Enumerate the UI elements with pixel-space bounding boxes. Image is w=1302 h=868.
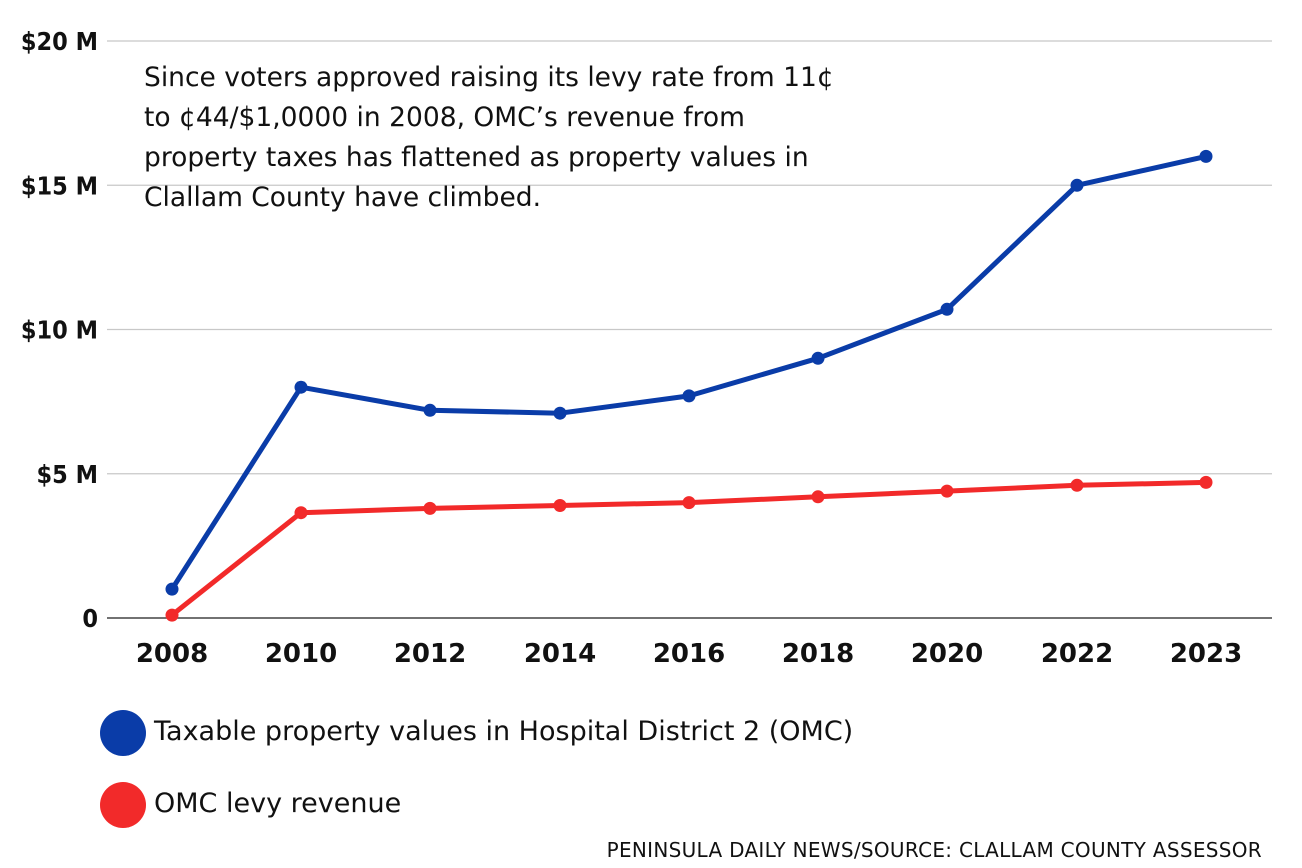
- series-lines: [169, 153, 1209, 618]
- x-tick-label: 2012: [394, 639, 466, 669]
- y-tick-label: $20 M: [21, 27, 98, 56]
- data-point-property-values: [294, 380, 308, 394]
- x-tick-label: 2023: [1170, 639, 1242, 669]
- data-point-property-values: [423, 403, 437, 417]
- annotation-line: property taxes has flattened as property…: [144, 142, 809, 173]
- data-point-property-values: [1070, 178, 1084, 192]
- data-point-levy-revenue: [294, 506, 308, 520]
- annotation-line: Clallam County have climbed.: [144, 182, 542, 213]
- data-point-levy-revenue: [940, 484, 954, 498]
- data-point-levy-revenue: [811, 490, 825, 504]
- source-credit: PENINSULA DAILY NEWS/SOURCE: CLALLAM COU…: [606, 838, 1262, 862]
- y-tick-label: $5 M: [36, 460, 98, 489]
- x-tick-label: 2008: [136, 639, 208, 669]
- legend-label-property-values: Taxable property values in Hospital Dist…: [154, 716, 854, 747]
- data-point-levy-revenue: [1199, 475, 1213, 489]
- x-tick-label: 2020: [911, 639, 983, 669]
- x-tick-label: 2010: [265, 639, 337, 669]
- data-point-property-values: [811, 351, 825, 365]
- data-point-levy-revenue: [682, 496, 696, 510]
- series-points: [165, 149, 1213, 622]
- y-tick-label: 0: [82, 604, 98, 633]
- x-tick-label: 2022: [1041, 639, 1113, 669]
- data-point-property-values: [682, 389, 696, 403]
- data-point-levy-revenue: [423, 501, 437, 515]
- legend-label-levy-revenue: OMC levy revenue: [154, 788, 402, 819]
- chart-annotation: Since voters approved raising its levy r…: [144, 58, 904, 218]
- data-point-property-values: [940, 302, 954, 316]
- series-line-property-values: [169, 153, 1209, 592]
- legend-swatch-levy-revenue: [100, 782, 146, 828]
- data-point-property-values: [1199, 149, 1213, 163]
- x-tick-label: 2018: [782, 639, 854, 669]
- y-tick-label: $10 M: [21, 316, 98, 345]
- data-point-levy-revenue: [165, 608, 179, 622]
- legend-swatch-property-values: [100, 710, 146, 756]
- annotation-line: Since voters approved raising its levy r…: [144, 62, 834, 93]
- y-axis-ticks: 0 $5 M $10 M $15 M $20 M: [21, 27, 98, 633]
- y-tick-label: $15 M: [21, 171, 98, 200]
- annotation-line: to ¢44/$1,0000 in 2008, OMC’s revenue fr…: [144, 102, 745, 133]
- data-point-levy-revenue: [553, 499, 567, 512]
- data-point-property-values: [553, 406, 567, 420]
- data-point-property-values: [165, 582, 179, 596]
- data-point-levy-revenue: [1070, 478, 1084, 492]
- x-tick-label: 2014: [524, 639, 596, 669]
- x-axis-ticks: 2008 2010 2012 2014 2016 2018 2020 2022 2023: [136, 639, 1242, 669]
- x-tick-label: 2016: [653, 639, 725, 669]
